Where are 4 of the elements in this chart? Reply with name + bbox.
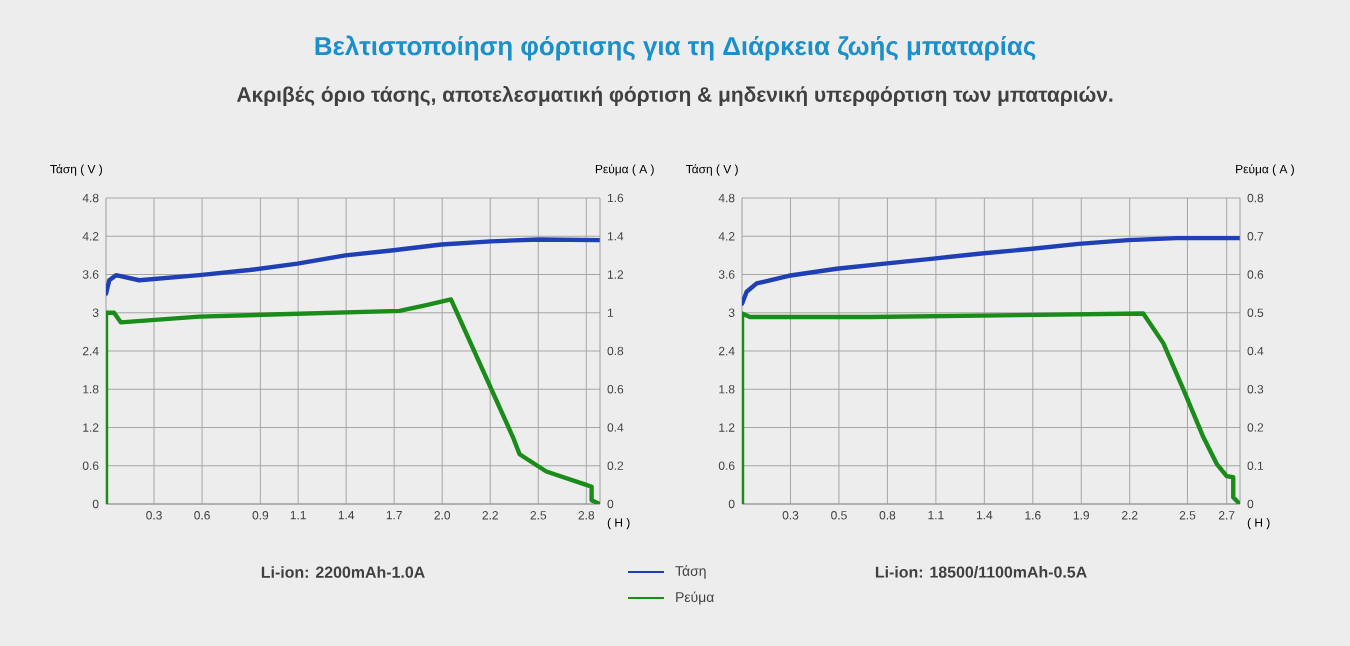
text: Βελτιστοποίηση φόρτισης για τη Διάρκεια ζωής μπαταρίας xyxy=(315,35,1036,61)
line-series xyxy=(106,237,601,296)
line-series xyxy=(742,235,1241,307)
text: Ακριβές όριο τάσης, αποτελεσματική φόρτιση & μηδενική υπερφόρτιση των μπαταριών. xyxy=(236,85,1113,107)
